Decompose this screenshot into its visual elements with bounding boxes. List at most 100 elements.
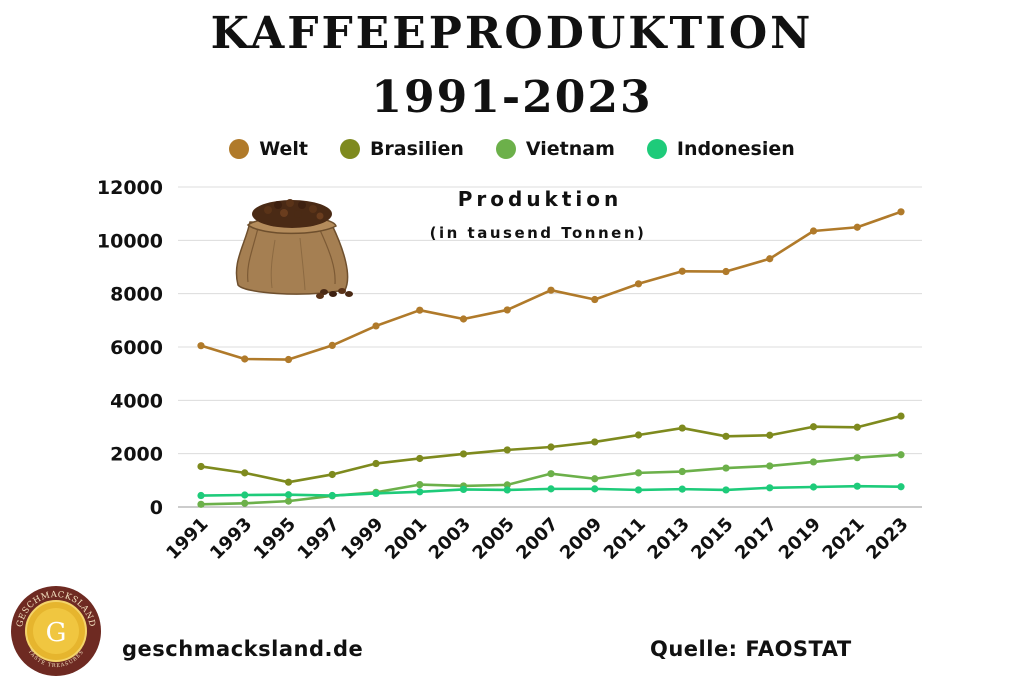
- data-point-indonesien: [547, 485, 555, 493]
- data-point-vietnam: [547, 470, 555, 478]
- legend-label-vietnam: Vietnam: [525, 138, 615, 160]
- data-point-brasilien: [766, 431, 774, 439]
- data-point-welt: [897, 208, 905, 216]
- legend-item-welt: Welt: [229, 138, 308, 160]
- data-point-brasilien: [634, 431, 643, 439]
- data-point-indonesien: [678, 485, 686, 493]
- chart-title: Produktion: [458, 187, 623, 211]
- legend-label-brasilien: Brasilien: [369, 138, 464, 160]
- brand-logo: G GESCHMACKSLAND TASTE TREASURES: [11, 586, 101, 676]
- data-point-brasilien: [459, 450, 468, 458]
- data-point-vietnam: [503, 481, 511, 489]
- data-point-welt: [416, 306, 424, 314]
- legend-marker-indonesien: [646, 139, 667, 159]
- footer-site-link[interactable]: geschmacksland.de: [122, 637, 364, 661]
- data-point-indonesien: [372, 489, 380, 497]
- coffee-sack-icon: [235, 199, 353, 299]
- chart-subtitle: (in tausend Tonnen): [430, 224, 647, 242]
- data-point-brasilien: [503, 446, 511, 454]
- series-lines: [197, 208, 905, 508]
- series-indonesien: [197, 482, 905, 500]
- data-point-welt: [328, 341, 336, 349]
- data-point-indonesien: [503, 486, 511, 494]
- x-tick-label: 2007: [512, 514, 562, 564]
- x-tick-label: 2021: [819, 514, 869, 564]
- x-tick-label: 2009: [556, 514, 606, 564]
- legend-item-vietnam: Vietnam: [495, 138, 615, 160]
- y-tick-label: 2000: [110, 444, 163, 466]
- legend-item-indonesien: Indonesien: [646, 138, 795, 160]
- data-point-welt: [634, 280, 643, 288]
- data-point-indonesien: [766, 484, 774, 492]
- x-tick-label: 2013: [644, 514, 694, 564]
- data-point-brasilien: [722, 432, 730, 440]
- x-tick-label: 1993: [206, 514, 256, 564]
- data-point-indonesien: [809, 483, 818, 491]
- data-point-welt: [809, 227, 818, 235]
- data-point-welt: [241, 355, 249, 363]
- data-point-welt: [853, 223, 861, 231]
- data-point-vietnam: [284, 497, 293, 505]
- data-point-brasilien: [897, 412, 905, 420]
- data-point-welt: [591, 295, 599, 304]
- series-welt: [197, 208, 905, 364]
- data-point-brasilien: [853, 423, 861, 431]
- x-tick-label: 2005: [469, 514, 519, 564]
- data-point-indonesien: [853, 482, 861, 490]
- data-point-welt: [197, 342, 205, 350]
- data-point-vietnam: [722, 464, 730, 472]
- x-tick-label: 2017: [731, 514, 781, 564]
- data-point-brasilien: [372, 459, 380, 468]
- y-axis: 0 2000 4000 6000 8000 10000 12000: [97, 177, 163, 519]
- data-point-brasilien: [328, 470, 336, 479]
- data-point-vietnam: [809, 458, 818, 466]
- data-point-brasilien: [591, 438, 599, 446]
- legend-item-brasilien: Brasilien: [339, 138, 464, 160]
- data-point-brasilien: [241, 469, 249, 477]
- data-point-indonesien: [416, 488, 424, 496]
- x-tick-label: 2001: [381, 514, 431, 564]
- data-point-brasilien: [284, 478, 293, 486]
- page-subtitle-years: 1991-2023: [371, 72, 653, 123]
- x-axis: 1991199319951997199920012003200520072009…: [162, 514, 912, 564]
- data-point-welt: [372, 322, 380, 330]
- page-title: KAFFEEPRODUKTION: [210, 8, 814, 59]
- data-point-brasilien: [809, 423, 818, 431]
- x-tick-label: 2023: [862, 514, 912, 564]
- data-point-vietnam: [897, 451, 905, 459]
- data-point-welt: [722, 267, 730, 276]
- x-tick-label: 1995: [250, 514, 300, 564]
- data-point-indonesien: [197, 491, 205, 500]
- data-point-welt: [547, 286, 555, 294]
- legend-marker-welt: [229, 139, 250, 159]
- data-point-vietnam: [197, 500, 205, 508]
- y-tick-label: 12000: [97, 177, 163, 199]
- x-tick-label: 2003: [425, 514, 475, 564]
- data-point-indonesien: [241, 491, 249, 499]
- data-point-brasilien: [197, 462, 205, 471]
- data-point-indonesien: [328, 491, 336, 500]
- data-point-indonesien: [591, 485, 599, 493]
- data-point-vietnam: [416, 481, 424, 489]
- data-point-vietnam: [766, 462, 774, 470]
- chart-legend: Welt Brasilien Vietnam Indonesien: [0, 138, 1024, 160]
- data-point-indonesien: [634, 486, 643, 494]
- legend-label-indonesien: Indonesien: [676, 138, 795, 160]
- data-point-indonesien: [897, 483, 905, 491]
- data-point-welt: [459, 315, 468, 323]
- x-tick-label: 1991: [162, 514, 212, 564]
- x-tick-label: 1999: [337, 514, 387, 564]
- data-point-indonesien: [722, 486, 730, 494]
- logo-letter: G: [46, 618, 67, 648]
- x-tick-label: 2011: [600, 514, 650, 564]
- data-point-brasilien: [678, 424, 686, 432]
- footer-source: Quelle: FAOSTAT: [650, 637, 852, 661]
- series-brasilien: [197, 412, 905, 486]
- data-point-indonesien: [459, 485, 468, 493]
- data-point-vietnam: [853, 454, 861, 462]
- y-tick-label: 0: [150, 497, 163, 519]
- data-point-welt: [503, 306, 511, 314]
- data-point-welt: [678, 267, 686, 275]
- data-point-welt: [284, 355, 293, 364]
